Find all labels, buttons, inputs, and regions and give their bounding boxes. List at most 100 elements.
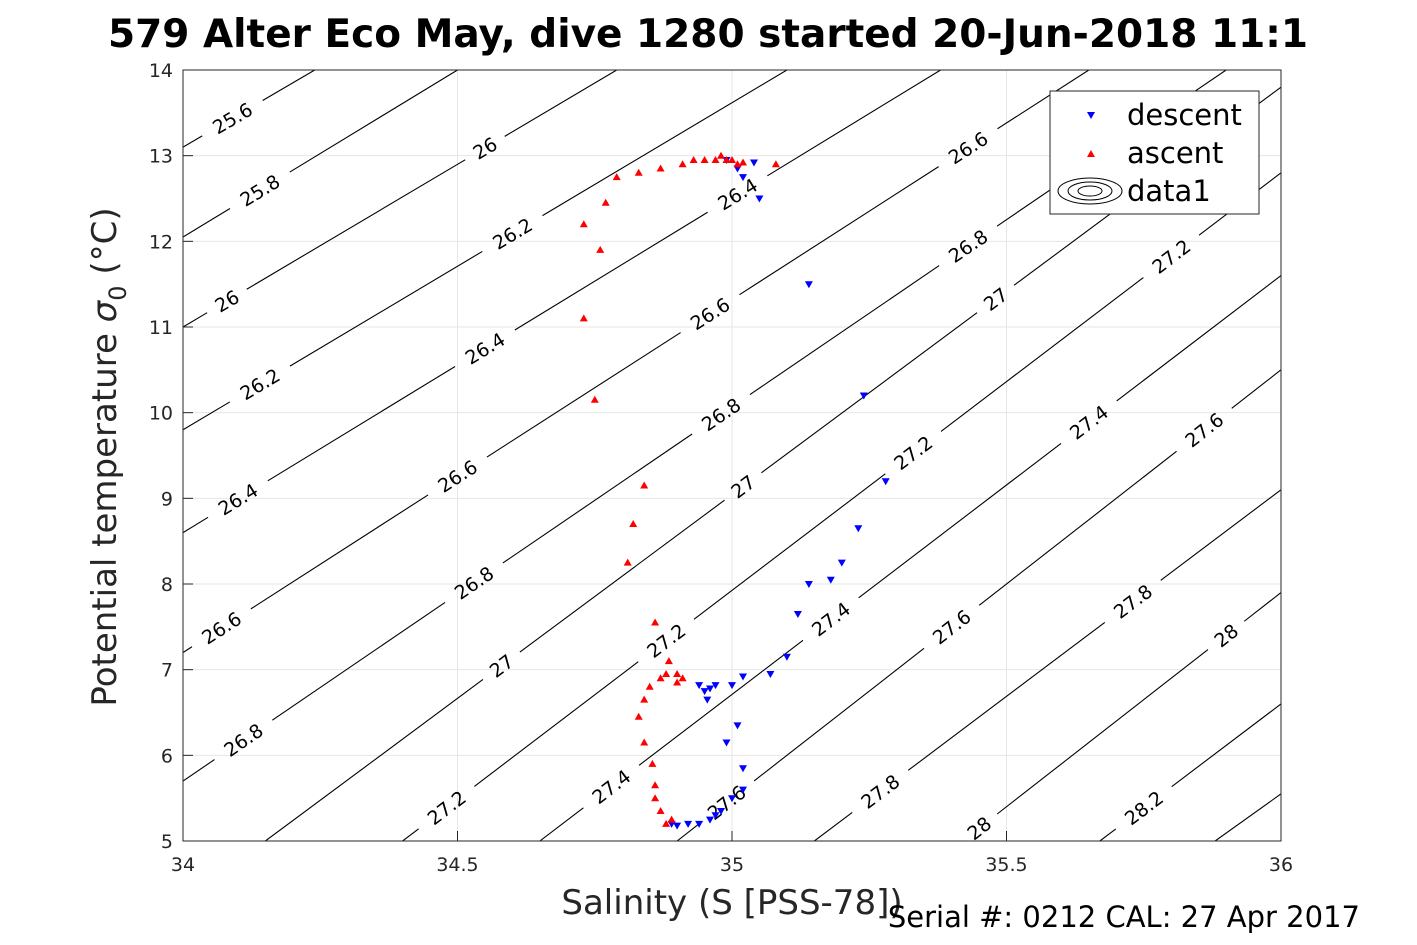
grid — [183, 70, 1281, 841]
descent-point — [766, 671, 775, 678]
y-tick-label: 12 — [149, 231, 173, 253]
legend-contour-icon — [1057, 177, 1123, 205]
descent-point — [739, 673, 747, 681]
ascent-point — [662, 670, 671, 677]
y-tick-label: 7 — [161, 660, 173, 682]
contour-line — [183, 401, 231, 431]
descent-point — [755, 195, 764, 203]
contour-line — [1116, 275, 1281, 402]
y-axis-label-text: Potential temperature — [85, 333, 125, 706]
contour-line — [1231, 369, 1281, 409]
descent-point — [733, 165, 742, 173]
ascent-point — [579, 220, 588, 228]
ascent-point — [717, 151, 725, 159]
contour-line — [183, 135, 203, 148]
ascent-point — [678, 674, 687, 682]
ascent-point — [640, 738, 649, 746]
descent-point — [804, 281, 813, 289]
ascent-point — [640, 481, 649, 489]
ascent-point — [689, 156, 698, 163]
ascent-point — [656, 164, 665, 172]
ascent-point — [733, 160, 742, 168]
legend-data1-label: data1 — [1127, 174, 1211, 208]
ascent-point — [662, 819, 671, 827]
contour-line — [638, 639, 804, 766]
ascent-point — [722, 156, 731, 163]
ascent-point — [739, 158, 747, 166]
descent-point — [722, 739, 731, 747]
contour-line — [267, 366, 456, 482]
contour-line — [814, 812, 853, 841]
y-tick-label: 14 — [149, 60, 173, 82]
contour-line — [1171, 703, 1281, 788]
ascent-point — [645, 682, 654, 690]
descent-point — [700, 688, 709, 696]
ascent-point — [648, 759, 657, 767]
y-axis-label-symbol: σ — [85, 299, 125, 322]
descent-point — [667, 820, 676, 828]
y-tick-label: 8 — [161, 574, 173, 596]
ascent-point — [612, 173, 621, 181]
y-tick-label: 13 — [149, 146, 173, 168]
contour-line — [486, 332, 681, 458]
ascent-point — [651, 781, 660, 789]
ascent-point — [640, 695, 649, 703]
contour-line — [272, 601, 446, 721]
ascent-point — [728, 156, 736, 163]
contour-line — [402, 828, 419, 841]
contour-line — [753, 647, 925, 782]
contour-line — [1214, 793, 1281, 841]
descent-point — [782, 653, 791, 661]
legend-ascent-label: ascent — [1127, 136, 1223, 170]
contour-line — [1243, 592, 1281, 622]
descent-point — [739, 174, 747, 182]
descent-series — [667, 157, 890, 830]
contour-line — [978, 450, 1177, 606]
ascent-point — [711, 156, 720, 163]
ascent-point — [601, 198, 610, 206]
descent-point — [881, 478, 890, 486]
ascent-point — [664, 657, 673, 665]
y-tick-label: 5 — [161, 831, 173, 853]
ascent-point — [673, 678, 682, 686]
descent-point — [728, 795, 736, 803]
descent-point — [684, 820, 693, 828]
descent-point — [859, 392, 868, 400]
y-tick-label: 9 — [161, 488, 173, 510]
contour-line — [289, 70, 458, 173]
y-tick-label: 11 — [149, 317, 173, 339]
y-tick-label: 10 — [149, 403, 173, 425]
x-tick-label: 34 — [171, 854, 195, 876]
descent-point — [703, 696, 712, 704]
legend-descent-label: descent — [1127, 98, 1242, 132]
descent-point — [739, 786, 747, 794]
descent-point — [804, 581, 813, 588]
contour-line — [767, 70, 941, 177]
ascent-point — [579, 314, 588, 322]
descent-point — [711, 812, 720, 820]
ascent-point — [596, 245, 605, 253]
x-tick-label: 35 — [720, 854, 744, 876]
descent-point — [695, 682, 704, 690]
contour-line — [502, 433, 693, 564]
ascent-point — [656, 807, 665, 814]
contour-line — [676, 823, 700, 841]
ascent-point — [667, 815, 676, 823]
contour-line — [542, 70, 788, 217]
contour-line — [265, 679, 484, 841]
y-axis-label-subscript: 0 — [104, 285, 132, 300]
contour-line — [940, 277, 1144, 432]
descent-point — [750, 159, 758, 167]
ascent-point — [700, 156, 709, 163]
descent-point — [706, 685, 714, 693]
contour-line — [1099, 828, 1117, 841]
contour-line — [262, 70, 316, 101]
contour-line — [997, 70, 1090, 130]
contour-line — [183, 208, 231, 238]
ascent-point — [590, 395, 599, 403]
ascent-point — [629, 520, 638, 527]
contour-line — [474, 661, 639, 787]
descent-point — [728, 682, 736, 690]
descent-point — [673, 822, 682, 830]
